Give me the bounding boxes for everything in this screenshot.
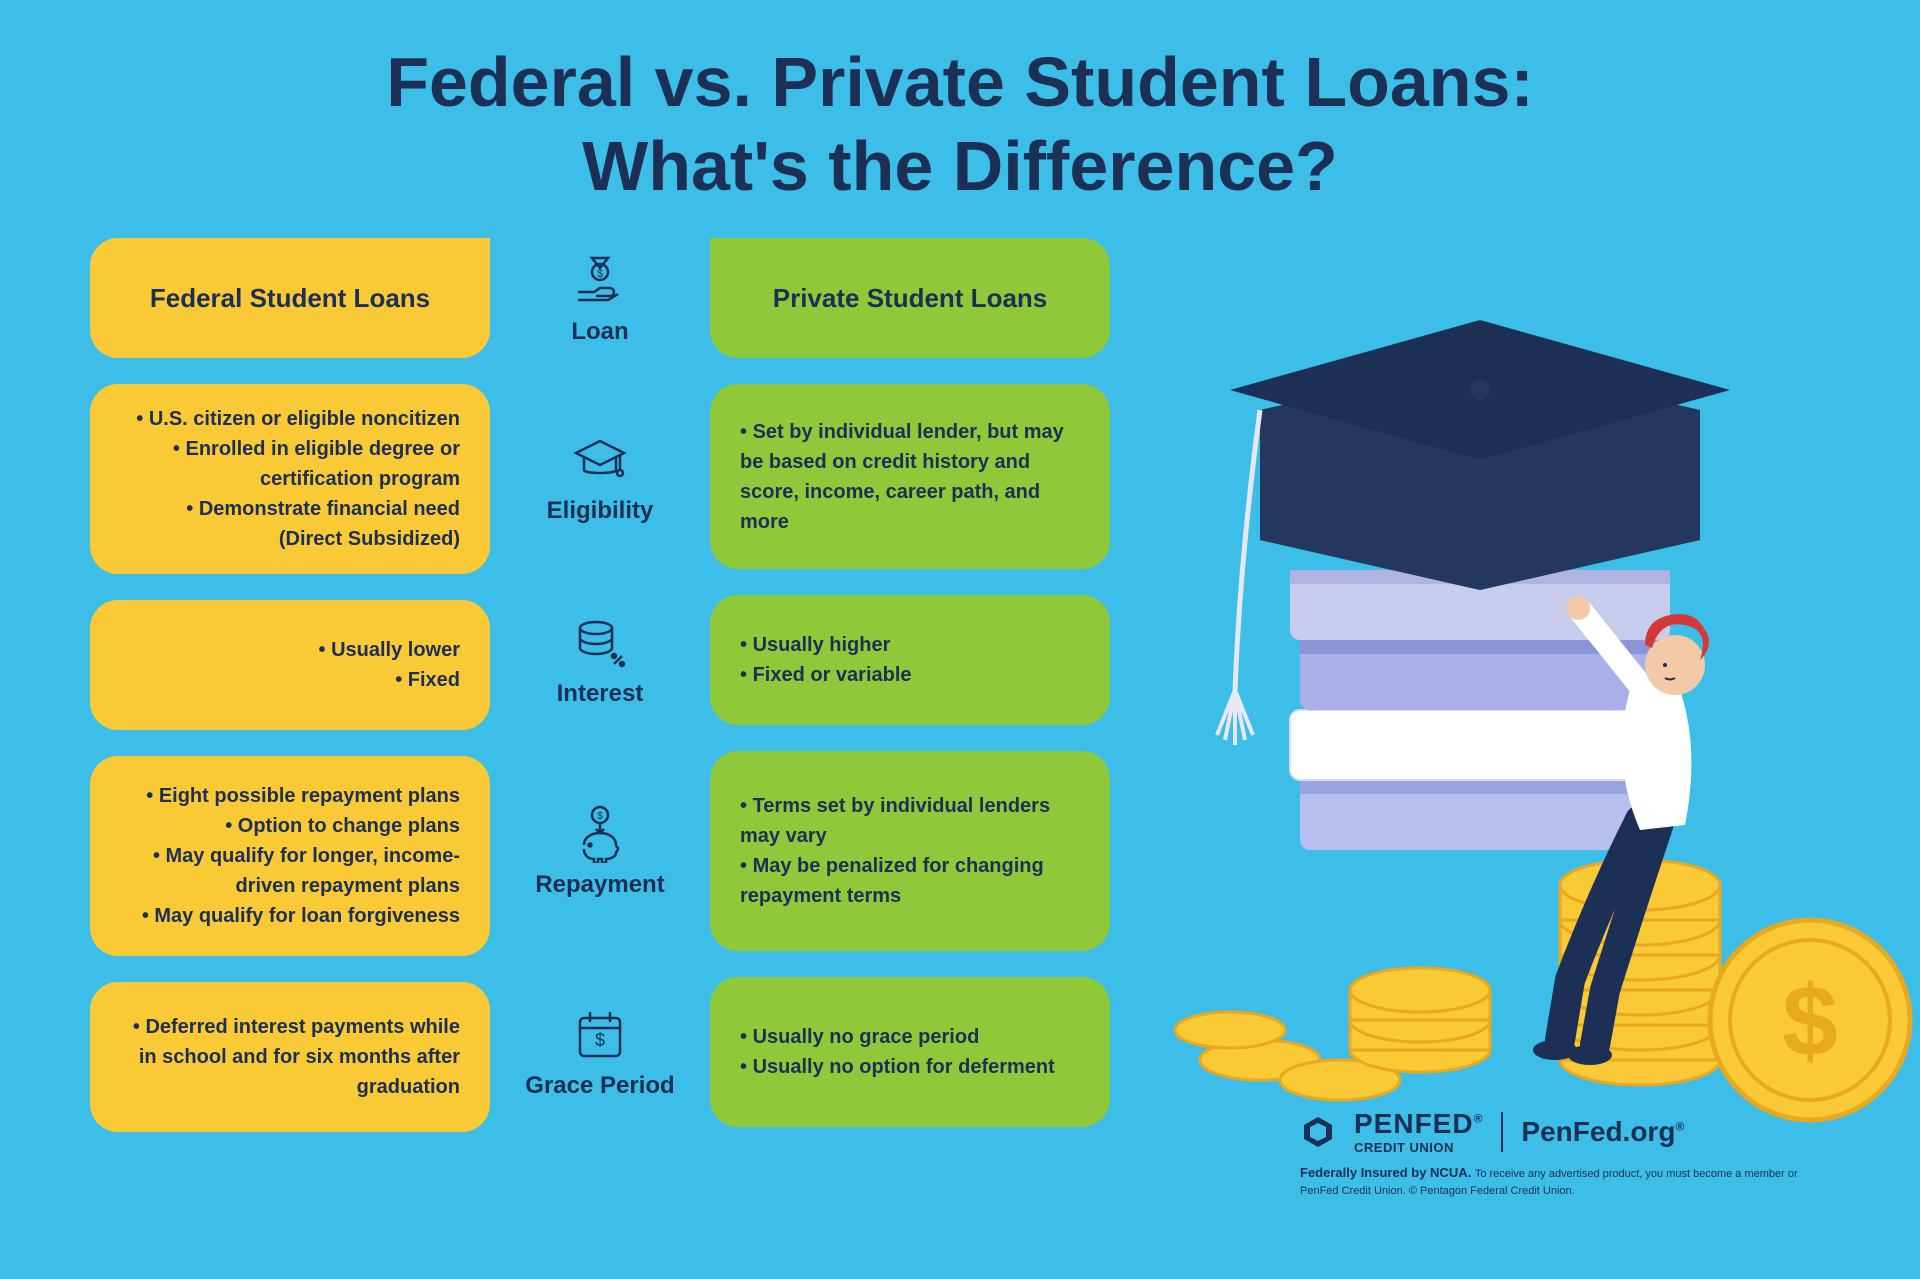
federal-eligibility-card: U.S. citizen or eligible noncitizen Enro… — [90, 384, 490, 574]
svg-text:$: $ — [597, 811, 603, 822]
private-eligibility-list: Set by individual lender, but may be bas… — [740, 417, 1080, 537]
category-interest: Interest — [557, 595, 644, 725]
federal-repayment-card: Eight possible repayment plans Option to… — [90, 756, 490, 956]
private-grace-card: Usually no grace period Usually no optio… — [710, 977, 1110, 1127]
category-loan-label: Loan — [571, 318, 628, 346]
federal-repayment-list: Eight possible repayment plans Option to… — [120, 781, 460, 931]
federal-header-label: Federal Student Loans — [120, 283, 460, 314]
category-repayment-label: Repayment — [535, 871, 664, 899]
private-repayment-card: Terms set by individual lenders may vary… — [710, 751, 1110, 951]
category-loan: $ Loan — [570, 238, 630, 358]
svg-text:$: $ — [595, 1030, 605, 1050]
private-interest-list: Usually higher Fixed or variable — [740, 630, 1080, 690]
category-eligibility: Eligibility — [547, 384, 654, 569]
comparison-grid: Federal Student Loans U.S. citizen or el… — [0, 238, 1920, 1132]
private-eligibility-card: Set by individual lender, but may be bas… — [710, 384, 1110, 569]
penfed-logo-icon — [1300, 1114, 1336, 1150]
footer-brand-sub: CREDIT UNION — [1354, 1140, 1483, 1155]
category-eligibility-label: Eligibility — [547, 497, 654, 525]
private-interest-card: Usually higher Fixed or variable — [710, 595, 1110, 725]
footer-url: PenFed.org® — [1521, 1116, 1684, 1148]
footer: PENFED® CREDIT UNION PenFed.org® Federal… — [1300, 1108, 1820, 1199]
footer-disclaimer: Federally Insured by NCUA. To receive an… — [1300, 1165, 1820, 1199]
federal-grace-list: Deferred interest payments while in scho… — [120, 1012, 460, 1102]
private-header-card: Private Student Loans — [710, 238, 1110, 358]
page-title: Federal vs. Private Student Loans: What'… — [0, 0, 1920, 238]
category-grace-label: Grace Period — [525, 1072, 674, 1100]
calendar-icon: $ — [570, 1004, 630, 1064]
federal-column: Federal Student Loans U.S. citizen or el… — [90, 238, 490, 1132]
coins-percent-icon — [570, 612, 630, 672]
title-line-1: Federal vs. Private Student Loans: — [386, 43, 1534, 121]
federal-interest-list: Usually lower Fixed — [120, 635, 460, 695]
federal-interest-card: Usually lower Fixed — [90, 600, 490, 730]
footer-brand: PENFED® — [1354, 1108, 1483, 1140]
money-hand-icon: $ — [570, 250, 630, 310]
piggybank-icon: $ — [570, 803, 630, 863]
category-column: $ Loan Eligibility — [520, 238, 680, 1132]
federal-grace-card: Deferred interest payments while in scho… — [90, 982, 490, 1132]
svg-text:$: $ — [597, 268, 603, 280]
title-line-2: What's the Difference? — [582, 127, 1338, 205]
category-grace: $ Grace Period — [525, 977, 674, 1127]
private-header-label: Private Student Loans — [740, 283, 1080, 314]
category-interest-label: Interest — [557, 680, 644, 708]
private-column: Private Student Loans Set by individual … — [710, 238, 1110, 1132]
private-grace-list: Usually no grace period Usually no optio… — [740, 1022, 1080, 1082]
grad-cap-icon — [570, 429, 630, 489]
footer-divider — [1501, 1112, 1503, 1152]
federal-eligibility-list: U.S. citizen or eligible noncitizen Enro… — [120, 404, 460, 554]
footer-logo-block: PENFED® CREDIT UNION PenFed.org® — [1300, 1108, 1820, 1155]
category-repayment: $ Repayment — [535, 751, 664, 951]
private-repayment-list: Terms set by individual lenders may vary… — [740, 791, 1080, 911]
federal-header-card: Federal Student Loans — [90, 238, 490, 358]
